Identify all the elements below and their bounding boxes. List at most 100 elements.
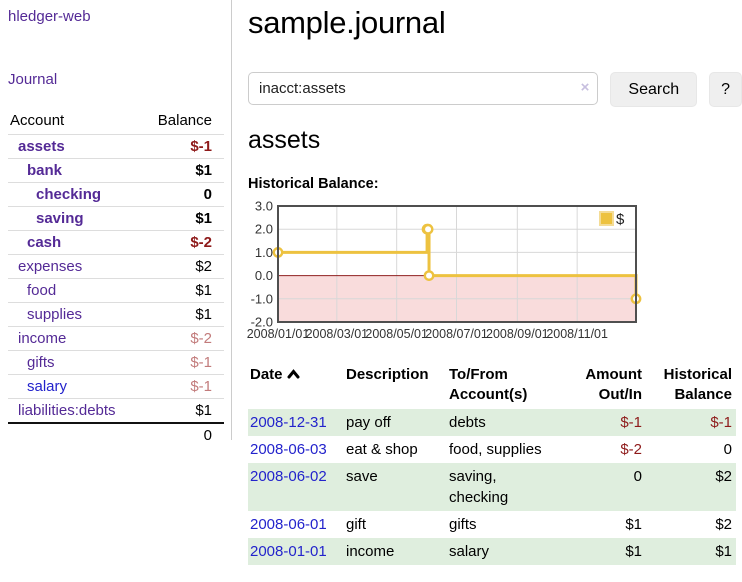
transaction-description: income [346, 543, 395, 561]
search-input[interactable] [248, 72, 599, 106]
account-balance: $1 [195, 210, 212, 227]
transaction-accounts: food, supplies [449, 441, 542, 459]
account-balance: $1 [195, 282, 212, 299]
accounts-header-balance: Balance [157, 112, 212, 129]
register-header-date-label: Date [250, 365, 283, 383]
transaction-accounts: saving, checking [449, 468, 509, 507]
transaction-description: gift [346, 516, 367, 534]
svg-text:2008/05/01: 2008/05/01 [365, 327, 428, 341]
page-title: sample.journal [248, 5, 446, 40]
main-content: sample.journal × Search ? assets Histori… [232, 0, 742, 566]
account-balance: $-2 [190, 330, 212, 347]
account-link-saving[interactable]: saving [36, 210, 84, 227]
transaction-balance: 0 [723, 441, 732, 459]
account-row: expenses $2 [8, 254, 224, 279]
legend-label: $ [616, 211, 625, 228]
page: hledger-web Journal Account Balance asse… [0, 0, 742, 566]
transaction-accounts: gifts [449, 516, 477, 534]
register-header-date[interactable]: Date [248, 363, 344, 410]
transaction-amount: $1 [625, 516, 642, 534]
register-header-balance: Historical Balance [663, 365, 732, 403]
sidebar: hledger-web Journal Account Balance asse… [0, 0, 232, 444]
svg-text:1.0: 1.0 [255, 244, 273, 259]
account-link-cash[interactable]: cash [27, 234, 62, 251]
account-row: saving $1 [8, 206, 224, 231]
transaction-date-link[interactable]: 2008-06-03 [250, 441, 327, 459]
account-link-expenses[interactable]: expenses [18, 258, 83, 275]
register-table: Date Description To/From Account(s) Amou… [248, 363, 736, 566]
account-link-checking[interactable]: checking [36, 186, 102, 203]
account-link-assets[interactable]: assets [18, 138, 65, 155]
account-link-income[interactable]: income [18, 330, 67, 347]
register-header-description: Description [346, 365, 429, 383]
register-row: 2008-06-03 eat & shop food, supplies $-2 0 [248, 436, 736, 463]
search-box: × [248, 72, 599, 107]
search-button[interactable]: Search [610, 72, 698, 108]
transaction-date-link[interactable]: 2008-01-01 [250, 543, 327, 561]
account-row: gifts $-1 [8, 350, 224, 375]
help-button[interactable]: ? [709, 72, 742, 108]
account-row: liabilities:debts $1 [8, 398, 224, 424]
account-balance: $-1 [190, 354, 212, 371]
account-row: bank $1 [8, 158, 224, 183]
accounts-header-row: Account Balance [8, 108, 224, 135]
search-row: × Search ? [248, 72, 742, 108]
transaction-balance: $1 [715, 543, 732, 561]
account-row: supplies $1 [8, 302, 224, 327]
account-balance: $-1 [190, 138, 212, 155]
svg-text:2008/09/01: 2008/09/01 [486, 327, 549, 341]
account-row: assets $-1 [8, 134, 224, 159]
app-brand-link[interactable]: hledger-web [8, 8, 91, 25]
accounts-header-account: Account [10, 112, 65, 129]
historical-balance-chart[interactable]: $3.0 2.0 1.0 0.0 -1.0 -2.0 2008/01/01 2008/03/0… [238, 198, 742, 348]
register-row: 2008-12-31 pay off debts $-1 $-1 [248, 409, 736, 437]
transaction-balance: $2 [715, 516, 732, 534]
account-row: cash $-2 [8, 230, 224, 255]
register-row: 2008-06-01 gift gifts $1 $2 [248, 511, 736, 538]
account-balance: $1 [195, 162, 212, 179]
transaction-amount: $1 [625, 543, 642, 561]
data-point [422, 223, 434, 235]
account-link-gifts[interactable]: gifts [27, 354, 55, 371]
transaction-balance: $-1 [710, 414, 732, 432]
account-link-food[interactable]: food [27, 282, 57, 299]
account-balance: 0 [203, 186, 212, 203]
account-row: checking 0 [8, 182, 224, 207]
svg-text:2008/07/01: 2008/07/01 [425, 327, 488, 341]
transaction-accounts: debts [449, 414, 486, 432]
account-balance: $1 [195, 306, 212, 323]
register-row: 2008-01-01 income salary $1 $1 [248, 538, 736, 566]
account-balance: $2 [195, 258, 212, 275]
account-link-liabilities-debts[interactable]: liabilities:debts [18, 402, 116, 419]
account-row: food $1 [8, 278, 224, 303]
account-link-supplies[interactable]: supplies [27, 306, 83, 323]
transaction-date-link[interactable]: 2008-12-31 [250, 414, 327, 432]
transaction-amount: 0 [633, 468, 642, 486]
register-header-amount: Amount Out/In [585, 365, 642, 403]
accounts-total-row: 0 [8, 423, 224, 447]
clear-search-icon[interactable]: × [580, 79, 590, 97]
account-row: salary $-1 [8, 374, 224, 399]
sort-ascending-icon [287, 366, 300, 383]
accounts-table: Account Balance assets $-1 bank $1 checking 0… [8, 108, 224, 447]
transaction-description: save [346, 468, 378, 486]
register-header-row: Date Description To/From Account(s) Amou… [248, 363, 736, 410]
svg-text:2008/11/01: 2008/11/01 [546, 327, 608, 341]
account-link-bank[interactable]: bank [27, 162, 63, 179]
transaction-description: pay off [346, 414, 391, 432]
accounts-total-spacer [8, 423, 140, 447]
account-heading: assets [248, 126, 321, 155]
chart-title: Historical Balance: [248, 175, 379, 192]
svg-text:2008/03/01: 2008/03/01 [306, 327, 369, 341]
sidebar-item-journal[interactable]: Journal [8, 71, 58, 88]
transaction-date-link[interactable]: 2008-06-01 [250, 516, 327, 534]
transaction-date-link[interactable]: 2008-06-02 [250, 468, 327, 486]
svg-text:0.0: 0.0 [255, 268, 273, 283]
transaction-amount: $-2 [620, 441, 642, 459]
account-balance: $-1 [190, 378, 212, 395]
svg-text:2.0: 2.0 [255, 221, 273, 236]
svg-text:3.0: 3.0 [255, 200, 273, 214]
plot-border [277, 204, 637, 323]
svg-text:-2.0: -2.0 [251, 314, 273, 329]
account-link-salary[interactable]: salary [27, 378, 68, 395]
